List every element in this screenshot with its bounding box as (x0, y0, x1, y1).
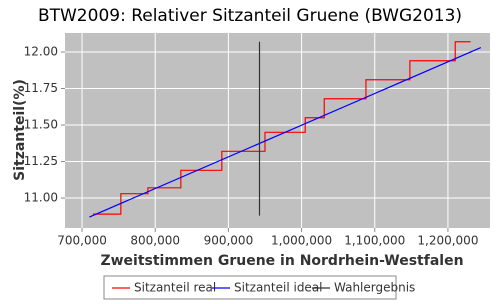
y-axis-title: Sitzanteil(%) (12, 79, 28, 181)
chart-title: BTW2009: Relativer Sitzanteil Gruene (BW… (38, 6, 462, 26)
x-tick-label: 800,000 (130, 234, 180, 248)
legend (103, 275, 397, 300)
x-tick-label: 1,200,000 (417, 234, 478, 248)
y-tick-label: 11.25 (24, 154, 58, 168)
legend-label: Wahlergebnis (334, 281, 415, 295)
x-tick-label: 700,000 (57, 234, 107, 248)
x-tick-label: 1,000,000 (271, 234, 332, 248)
y-tick-label: 11.50 (24, 118, 58, 132)
legend-label: Sitzanteil real (134, 281, 216, 295)
x-tick-label: 900,000 (204, 234, 254, 248)
series-line (89, 47, 482, 218)
plot-area (65, 33, 490, 228)
legend-label: Sitzanteil ideal (234, 281, 323, 295)
x-axis-title: Zweitstimmen Gruene in Nordrhein-Westfal… (100, 253, 463, 269)
y-tick-label: 12.00 (24, 44, 58, 58)
x-tick-label: 1,100,000 (344, 234, 405, 248)
y-tick-label: 11.75 (24, 81, 58, 95)
y-tick-label: 11.00 (24, 191, 58, 205)
